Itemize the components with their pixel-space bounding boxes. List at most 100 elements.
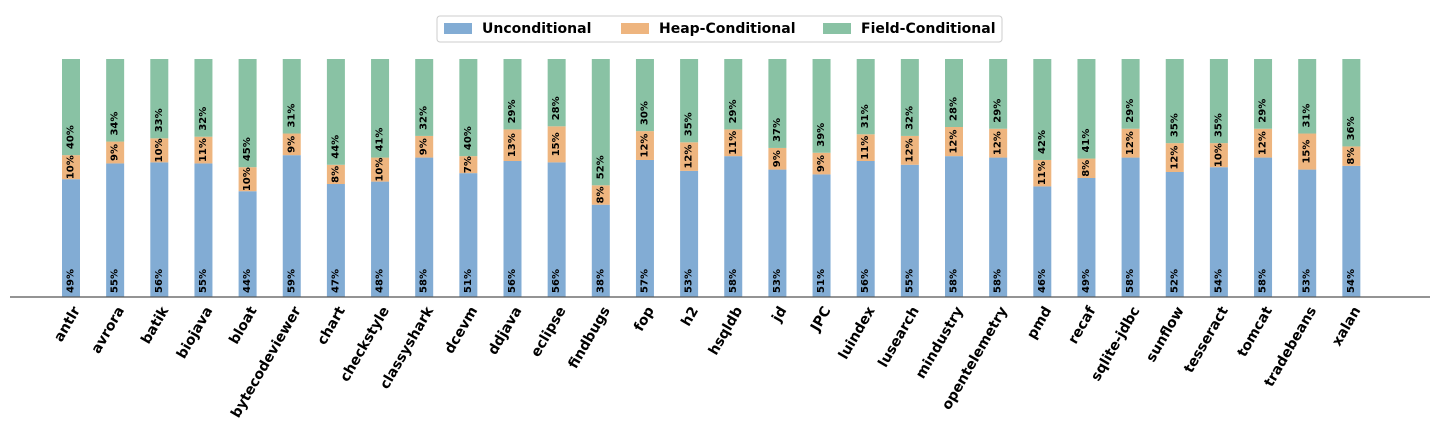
bar-mindustry-heap-conditional [945,127,963,157]
bar-hsqldb-unconditional [724,156,743,297]
pct-label-tesseract-heap-conditional: 10% [1213,143,1224,167]
legend-label-unconditional: Unconditional [482,21,591,37]
bar-opentelemetry-heap-conditional [989,128,1008,158]
bar-JPC-heap-conditional [812,152,831,175]
x-tick-label-fop: fop [631,304,658,334]
bar-avrora-unconditional [106,163,125,297]
pct-label-xalan-field-conditional: 36% [1346,116,1357,140]
pct-label-mindustry-field-conditional: 28% [949,97,960,121]
bar-ddjava-field-conditional [503,59,522,130]
pct-label-classyshark-unconditional: 58% [419,269,430,293]
bar-antlr-heap-conditional [62,155,80,180]
bar-jd-unconditional [768,169,787,297]
bar-biojava-unconditional [194,163,213,297]
pct-label-hsqldb-field-conditional: 29% [728,99,739,123]
pct-label-avrora-unconditional: 55% [110,269,121,293]
pct-label-opentelemetry-heap-conditional: 12% [993,131,1004,155]
bar-opentelemetry-field-conditional [989,59,1008,129]
pct-label-findbugs-unconditional: 38% [595,269,606,293]
pct-label-JPC-unconditional: 51% [816,269,827,293]
bar-chart-field-conditional [326,59,345,165]
pct-label-h2-field-conditional: 35% [684,112,695,136]
bar-h2-field-conditional [680,59,699,143]
pct-label-sqlite-jdbc-unconditional: 58% [1125,269,1136,293]
pct-label-lusearch-field-conditional: 32% [904,106,915,130]
percent-labels: 49% 10% 40% 55% 9% 34% 56% 10% 33% 55% 11% 32% 44% 10… [66,96,1357,293]
bar-checkstyle-unconditional [371,181,390,297]
pct-label-antlr-heap-conditional: 10% [66,155,77,179]
pct-label-antlr-unconditional: 49% [66,269,77,293]
pct-label-xalan-unconditional: 54% [1346,269,1357,293]
bar-chart-heap-conditional [326,164,345,185]
bar-classyshark-heap-conditional [415,135,434,158]
bar-xalan-heap-conditional [1342,146,1361,166]
bar-findbugs-unconditional [591,204,610,297]
bar-classyshark-unconditional [415,157,434,297]
legend-frame [436,15,1003,43]
x-tick-label-JPC: JPC [807,304,834,335]
pct-label-bytecodeviewer-unconditional: 59% [286,269,297,293]
pct-label-batik-unconditional: 56% [154,269,165,293]
bar-fop-field-conditional [635,59,654,132]
pct-label-h2-unconditional: 53% [684,269,695,293]
bar-eclipse-field-conditional [547,59,566,127]
bar-JPC-field-conditional [812,59,831,153]
pct-label-bytecodeviewer-field-conditional: 31% [286,104,297,128]
bar-sunflow-heap-conditional [1165,143,1184,172]
pct-label-classyshark-heap-conditional: 9% [419,138,430,155]
bar-dcevm-heap-conditional [459,156,478,174]
pct-label-opentelemetry-unconditional: 58% [993,269,1004,293]
pct-label-recaf-field-conditional: 41% [1081,129,1092,153]
bar-bloat-field-conditional [238,59,257,168]
pct-label-fop-unconditional: 57% [639,269,650,293]
x-tick-label-tesseract: tesseract [1181,304,1232,376]
bar-classyshark-field-conditional [415,59,434,136]
legend-label-heap-conditional: Heap-Conditional [659,21,796,37]
pct-label-biojava-field-conditional: 32% [198,107,209,131]
bar-lusearch-field-conditional [900,59,919,136]
pct-label-recaf-unconditional: 49% [1081,269,1092,293]
pct-label-jd-field-conditional: 37% [772,118,783,142]
pct-label-pmd-field-conditional: 42% [1037,130,1048,154]
pct-label-bytecodeviewer-heap-conditional: 9% [286,136,297,153]
x-tick-label-chart: chart [314,304,349,348]
bar-batik-unconditional [150,162,169,297]
bar-tesseract-field-conditional [1209,59,1228,144]
pct-label-sunflow-field-conditional: 35% [1169,113,1180,137]
pct-label-tesseract-unconditional: 54% [1213,269,1224,293]
bar-pmd-heap-conditional [1033,159,1052,187]
x-tick-label-sunflow: sunflow [1143,304,1187,365]
pct-label-fop-heap-conditional: 12% [639,134,650,158]
pct-label-tradebeans-unconditional: 53% [1302,269,1313,293]
x-tick-label-antlr: antlr [51,304,84,345]
bar-antlr-field-conditional [62,59,80,156]
bar-tomcat-field-conditional [1254,59,1273,129]
bar-bloat-unconditional [238,191,257,297]
bar-tomcat-heap-conditional [1254,128,1273,158]
pct-label-recaf-heap-conditional: 8% [1081,160,1092,177]
pct-label-luindex-heap-conditional: 11% [860,136,871,160]
pct-label-tradebeans-field-conditional: 31% [1302,104,1313,128]
bar-pmd-unconditional [1033,186,1052,297]
pct-label-ddjava-heap-conditional: 13% [507,133,518,157]
pct-label-hsqldb-unconditional: 58% [728,269,739,293]
pct-label-dcevm-field-conditional: 40% [463,126,474,150]
pct-label-batik-heap-conditional: 10% [154,138,165,162]
x-tick-label-lusearch: lusearch [875,304,922,370]
x-tick-label-recaf: recaf [1065,303,1099,347]
pct-label-ddjava-field-conditional: 29% [507,99,518,123]
x-tick-label-biojava: biojava [174,304,216,362]
pct-label-fop-field-conditional: 30% [639,101,650,125]
pct-label-biojava-unconditional: 55% [198,269,209,293]
pct-label-chart-field-conditional: 44% [330,135,341,159]
bar-batik-heap-conditional [150,138,169,163]
bar-recaf-heap-conditional [1077,158,1096,178]
pct-label-hsqldb-heap-conditional: 11% [728,131,739,155]
bar-checkstyle-heap-conditional [371,157,390,182]
pct-label-checkstyle-unconditional: 48% [375,269,386,293]
bar-sunflow-unconditional [1165,171,1184,297]
bar-bytecodeviewer-unconditional [282,155,301,297]
pct-label-mindustry-unconditional: 58% [949,269,960,293]
pct-label-pmd-unconditional: 46% [1037,269,1048,293]
